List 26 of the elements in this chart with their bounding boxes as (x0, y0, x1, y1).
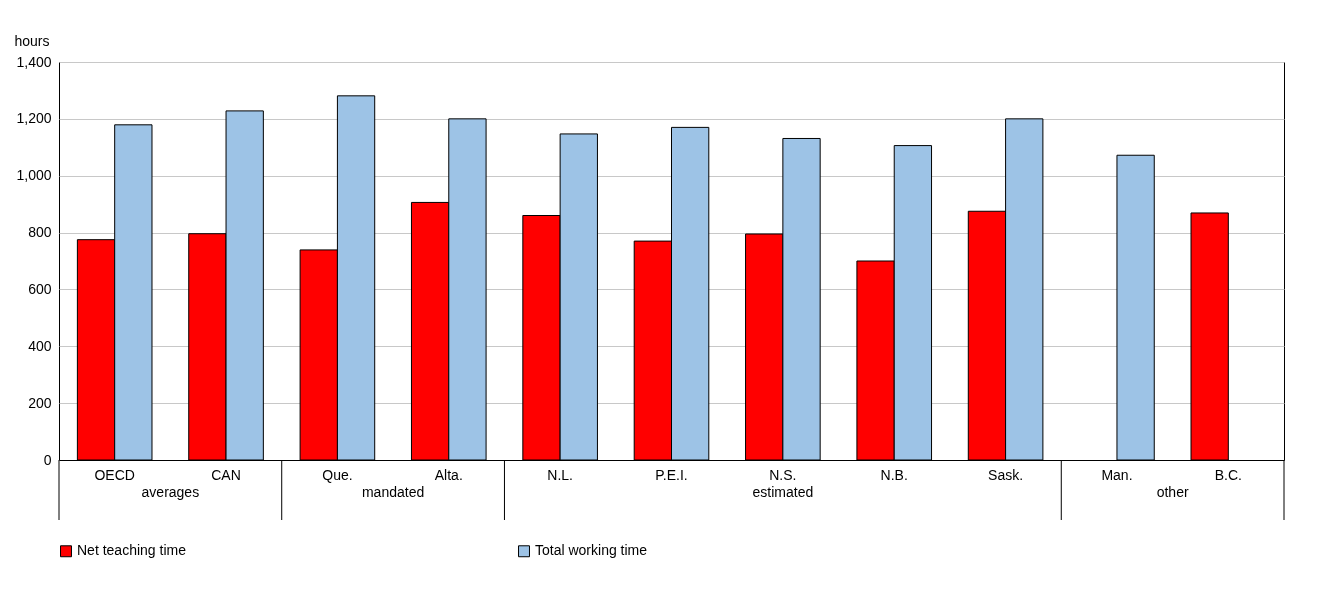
text: other (1156, 484, 1189, 500)
x-tick-label: B.C. (1214, 466, 1242, 483)
y-tick-label: 200 (28, 394, 52, 411)
y-tick-label: 1,400 (16, 53, 52, 70)
y-tick-label: 600 (28, 280, 52, 297)
y-tick-label: 1,000 (16, 167, 52, 184)
x-tick-label: CAN (211, 466, 241, 483)
x-tick-label: N.S. (769, 466, 797, 483)
x-tick-label: N.B. (880, 466, 908, 483)
y-tick-label: 1,200 (16, 110, 52, 127)
text: estimated (752, 484, 814, 500)
x-tick-label: Man. (1101, 466, 1133, 483)
y-axis-title: hours (14, 32, 50, 49)
x-tick-label: Alta. (434, 466, 463, 483)
x-tick-label: Que. (322, 466, 353, 483)
x-tick-label: OECD (94, 466, 135, 483)
y-tick-label: 400 (28, 337, 52, 354)
y-tick-label: 800 (28, 224, 52, 241)
legend-label: Total working time (535, 542, 648, 559)
text: averages (141, 484, 200, 500)
x-tick-label: P.E.I. (655, 466, 688, 483)
legend-label: Net teaching time (77, 542, 187, 559)
y-tick-label: 0 (43, 451, 52, 468)
x-tick-label: N.L. (547, 466, 573, 483)
x-tick-label: Sask. (988, 466, 1024, 483)
text: mandated (361, 484, 425, 500)
